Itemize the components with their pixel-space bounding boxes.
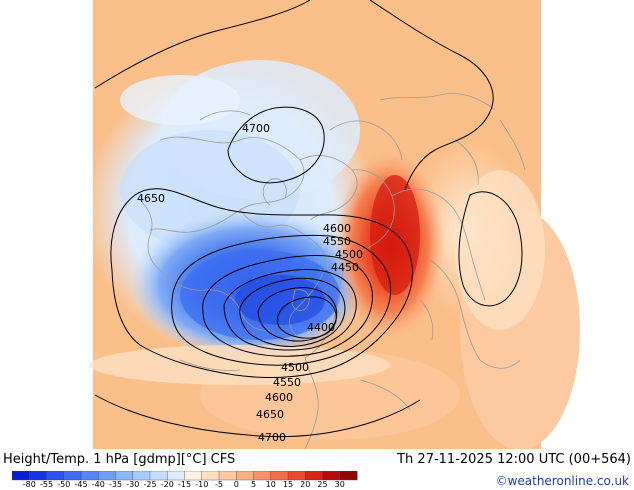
colorbar-swatch — [63, 471, 82, 481]
colorbar-tick-label: -10 — [195, 480, 209, 489]
contour-label: 4700 — [258, 431, 286, 444]
colorbar-tick-label: 30 — [334, 480, 345, 489]
colorbar-tick-label: 5 — [250, 480, 257, 489]
colorbar-swatch — [339, 471, 358, 481]
contour-label: 4400 — [307, 321, 335, 334]
colorbar-swatch — [80, 471, 99, 481]
colorbar-swatch — [305, 471, 323, 481]
coastlines — [139, 93, 526, 449]
colorbar-swatch — [167, 471, 185, 481]
valid-time: Th 27-11-2025 12:00 UTC (00+564) — [397, 452, 631, 467]
colorbar-swatch — [287, 471, 306, 481]
colorbar-swatch — [115, 471, 134, 481]
colorbar-swatch — [29, 471, 47, 481]
colorbar-tick-label: -80 — [22, 480, 36, 489]
colorbar-swatch — [46, 471, 65, 481]
contour-label: 4650 — [137, 192, 165, 205]
contour-label: 4450 — [331, 261, 359, 274]
map-title: Height/Temp. 1 hPa [gdmp][°C] CFS — [3, 452, 236, 467]
colorbar-tick-label: -5 — [215, 480, 223, 489]
weather-map: 4700 4650 4600 4550 4500 4450 4400 4500 … — [85, 0, 580, 449]
contour-label: 4600 — [265, 391, 293, 404]
colorbar — [12, 471, 358, 481]
colorbar-swatch — [322, 471, 341, 481]
colorbar-swatch — [270, 471, 289, 481]
colorbar-swatch — [236, 471, 254, 481]
contour-label: 4650 — [256, 408, 284, 421]
colorbar-tick-label: -25 — [143, 480, 157, 489]
colorbar-swatch — [98, 471, 116, 481]
colorbar-swatch — [132, 471, 151, 481]
colorbar-tick-labels: -80 -55 -50 -45 -40 -35 -30 -25 -20 -15 -10 -5 0 5 10 1… — [12, 480, 362, 490]
colorbar-tick-label: -55 — [39, 480, 54, 489]
colorbar-swatch — [253, 471, 272, 481]
contour-label-group: 4700 4650 4600 4550 4500 4450 4400 4500 … — [137, 122, 363, 444]
colorbar-tick-label: 25 — [317, 480, 328, 489]
credit-link[interactable]: ©weatheronline.co.uk — [495, 474, 629, 488]
colorbar-tick-label: -15 — [177, 480, 192, 489]
colorbar-swatch — [218, 471, 237, 481]
contour-label: 4600 — [323, 222, 351, 235]
contour-label: 4550 — [323, 235, 351, 248]
colorbar-swatch — [149, 471, 168, 481]
colorbar-tick-label: 20 — [300, 480, 311, 489]
colorbar-tick-label: -40 — [91, 480, 105, 489]
colorbar-swatch — [184, 471, 203, 481]
contour-label: 4500 — [335, 248, 363, 261]
colorbar-tick-label: 15 — [282, 480, 294, 489]
contour-label: 4500 — [281, 361, 309, 374]
colorbar-swatch — [12, 471, 30, 481]
contour-label: 4700 — [242, 122, 270, 135]
colorbar-swatch — [201, 471, 220, 481]
colorbar-tick-label: -45 — [74, 480, 88, 489]
colorbar-tick-label: 10 — [265, 480, 276, 489]
colorbar-tick-label: -20 — [160, 480, 174, 489]
colorbar-tick-label: -35 — [108, 480, 123, 489]
colorbar-tick-label: -30 — [126, 480, 140, 489]
height-contours — [94, 0, 523, 438]
colorbar-tick-label: -50 — [57, 480, 71, 489]
colorbar-tick-label: 0 — [233, 480, 239, 489]
contour-label: 4550 — [273, 376, 301, 389]
